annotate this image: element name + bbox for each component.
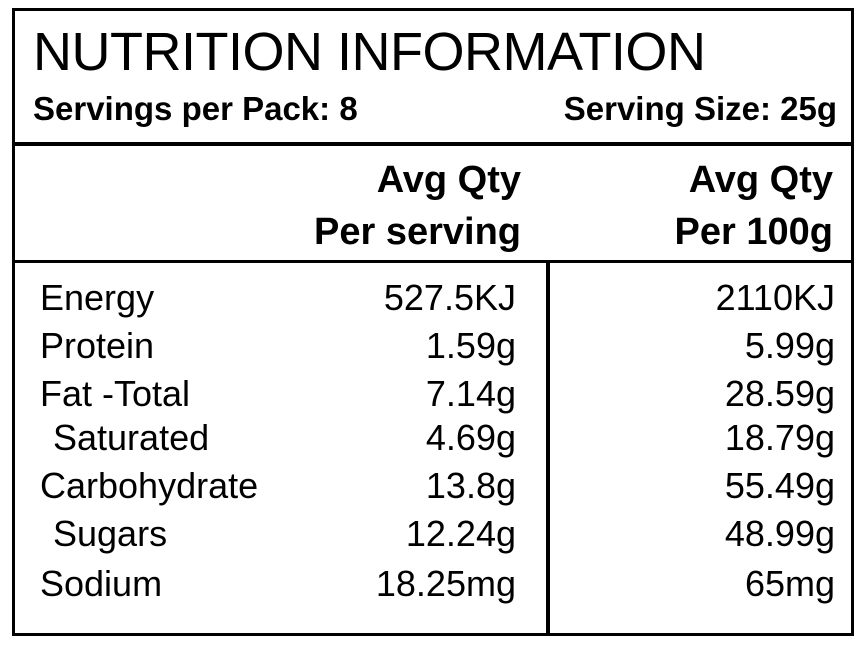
nutrient-name: Energy — [40, 277, 155, 318]
per-100g-value: 5.99g — [744, 325, 835, 366]
column-divider — [546, 263, 550, 633]
per-serving-value: 527.5KJ — [383, 277, 516, 318]
serving-size: Serving Size: 25g — [563, 90, 837, 127]
per-serving-value: 1.59g — [425, 325, 516, 366]
per-serving-value: 4.69g — [425, 417, 516, 458]
nutrient-row-energy: Energy 527.5KJ 2110KJ — [15, 274, 851, 322]
nutrient-name: Fat -Total — [40, 373, 191, 414]
per-serving-value: 12.24g — [405, 513, 516, 554]
column-header-per-100g: Avg Qty Per 100g — [675, 154, 833, 258]
nutrient-row-fat-total: Fat -Total 7.14g 28.59g — [15, 370, 851, 418]
per-100g-value: 28.59g — [724, 373, 835, 414]
nutrient-name: Saturated — [53, 417, 210, 458]
column-header-per-serving: Avg Qty Per serving — [314, 154, 521, 258]
per-serving-value: 7.14g — [425, 373, 516, 414]
nutrient-row-protein: Protein 1.59g 5.99g — [15, 322, 851, 370]
nutrient-name: Sodium — [40, 563, 163, 604]
nutrition-label: NUTRITION INFORMATION Servings per Pack:… — [12, 8, 854, 636]
per-100g-value: 18.79g — [724, 417, 835, 458]
column-header-per-100g-line2: Per 100g — [674, 211, 833, 253]
column-header-per-serving-line2: Per serving — [314, 211, 521, 253]
column-header-per-100g-line1: Avg Qty — [688, 159, 833, 201]
divider-top — [15, 142, 851, 146]
column-header-per-serving-line1: Avg Qty — [376, 159, 521, 201]
per-100g-value: 55.49g — [724, 465, 835, 506]
servings-per-pack: Servings per Pack: 8 — [33, 90, 358, 127]
per-100g-value: 65mg — [744, 563, 835, 604]
nutrient-row-carbohydrate: Carbohydrate 13.8g 55.49g — [15, 462, 851, 510]
label-title: NUTRITION INFORMATION — [33, 22, 706, 82]
nutrient-name: Protein — [40, 325, 155, 366]
per-100g-value: 48.99g — [724, 513, 835, 554]
divider-header — [15, 260, 851, 263]
nutrient-name: Carbohydrate — [40, 465, 259, 506]
nutrient-row-sodium: Sodium 18.25mg 65mg — [15, 560, 851, 608]
per-serving-value: 18.25mg — [375, 563, 516, 604]
nutrient-row-saturated: Saturated 4.69g 18.79g — [15, 414, 851, 462]
per-100g-value: 2110KJ — [715, 277, 835, 318]
per-serving-value: 13.8g — [425, 465, 516, 506]
nutrient-name: Sugars — [53, 513, 168, 554]
nutrient-row-sugars: Sugars 12.24g 48.99g — [15, 510, 851, 558]
